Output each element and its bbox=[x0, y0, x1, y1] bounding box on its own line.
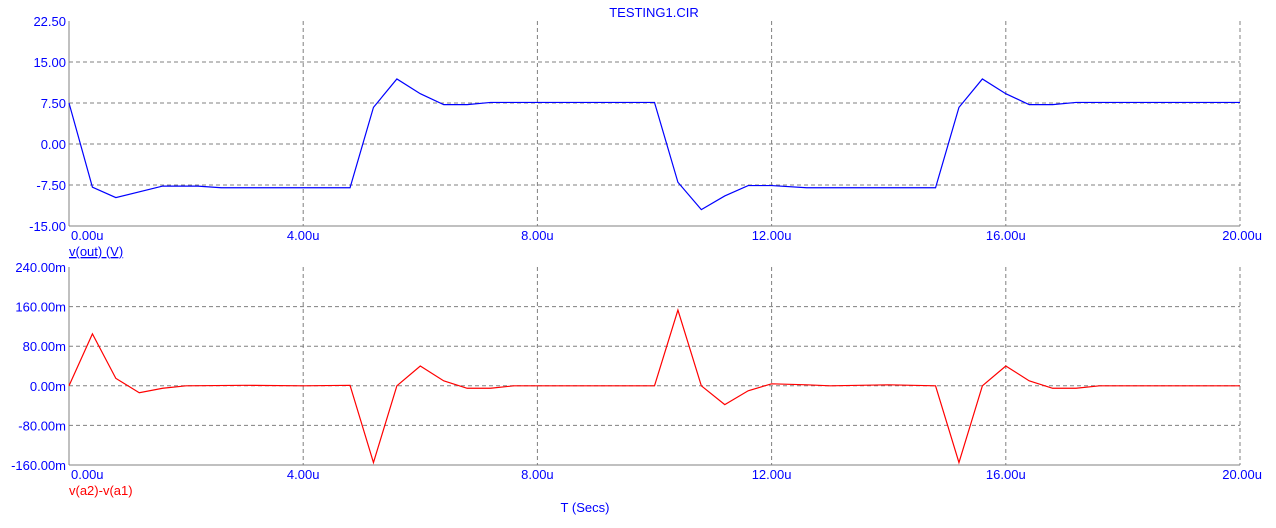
series-line-v-out bbox=[68, 78, 1240, 211]
y-tick-label: 0.00m bbox=[30, 379, 66, 394]
x-tick-label: 0.00u bbox=[71, 467, 104, 482]
y-tick-label: -7.50 bbox=[36, 178, 66, 193]
y-tick-label: -160.00m bbox=[11, 458, 66, 473]
y-tick-label: 0.00 bbox=[41, 137, 66, 152]
y-tick-label: 22.50 bbox=[33, 14, 66, 29]
x-tick-label: 12.00u bbox=[752, 228, 792, 243]
x-tick-label: 4.00u bbox=[287, 467, 320, 482]
y-tick-label: 7.50 bbox=[41, 96, 66, 111]
x-tick-label: 8.00u bbox=[521, 228, 554, 243]
x-tick-label: 20.00u bbox=[1222, 228, 1262, 243]
x-tick-label: 12.00u bbox=[752, 467, 792, 482]
x-axis-title: T (Secs) bbox=[561, 500, 610, 515]
series-line-v-a2-a1 bbox=[68, 308, 1240, 465]
trace-label: v(out) (V) bbox=[69, 244, 123, 259]
y-tick-label: 15.00 bbox=[33, 55, 66, 70]
chart-title: TESTING1.CIR bbox=[609, 5, 699, 20]
x-tick-label: 16.00u bbox=[986, 228, 1026, 243]
y-tick-label: -15.00 bbox=[29, 219, 66, 234]
x-tick-label: 8.00u bbox=[521, 467, 554, 482]
x-tick-label: 4.00u bbox=[287, 228, 320, 243]
x-tick-label: 20.00u bbox=[1222, 467, 1262, 482]
y-tick-label: 80.00m bbox=[23, 339, 66, 354]
trace-label: v(a2)-v(a1) bbox=[69, 483, 133, 498]
y-tick-label: -80.00m bbox=[18, 418, 66, 433]
x-tick-label: 0.00u bbox=[71, 228, 104, 243]
y-tick-label: 240.00m bbox=[15, 260, 66, 275]
y-tick-label: 160.00m bbox=[15, 300, 66, 315]
x-tick-label: 16.00u bbox=[986, 467, 1026, 482]
